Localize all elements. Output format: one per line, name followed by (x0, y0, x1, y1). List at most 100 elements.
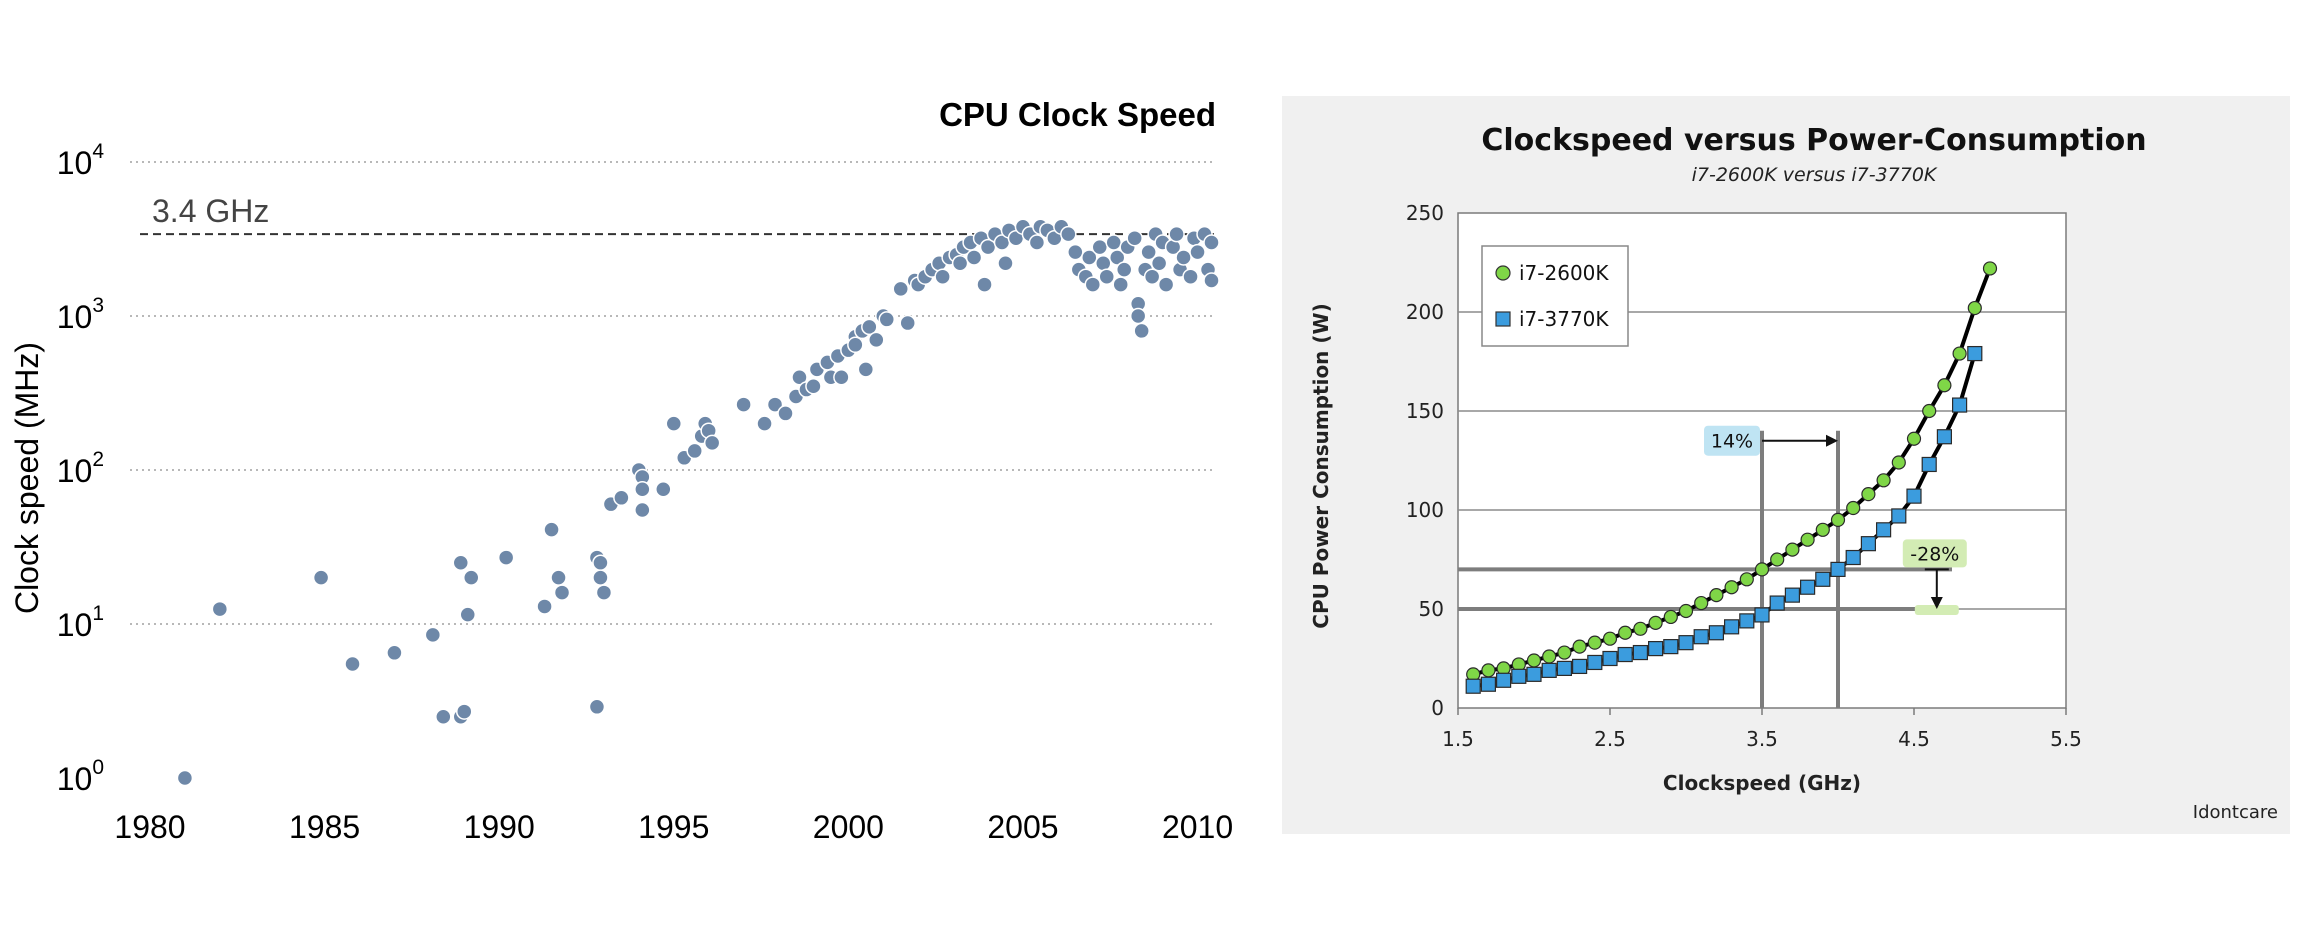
chart1-x-tick-label: 2005 (987, 809, 1058, 845)
chart1-data-point (1129, 307, 1147, 325)
chart1-data-point (1112, 276, 1129, 293)
chart2-marker-i7-2600k (1922, 403, 1937, 419)
chart2-marker-i7-3770k (1891, 508, 1907, 524)
chart2-marker-i7-2600k (1967, 300, 1982, 316)
legend-label-i7-2600k: i7-2600K (1519, 261, 1609, 285)
chart2-marker-i7-3770k (1845, 549, 1861, 566)
chart1-data-point (857, 361, 875, 378)
watermark: Idontcare (2193, 802, 2278, 823)
chart1-data-point (452, 554, 470, 571)
chart2-y-tick-label: 250 (1406, 201, 1444, 225)
chart2-marker-i7-3770k (1860, 536, 1877, 552)
chart2-marker-i7-2600k (1694, 595, 1709, 611)
chart2-marker-i7-3770k (1830, 561, 1846, 577)
chart1-data-point (1067, 243, 1084, 261)
chart1-data-point (592, 554, 609, 571)
chart2-y-tick-label: 100 (1406, 498, 1444, 522)
power-consumption-chart-panel: Clockspeed versus Power-Consumption i7-2… (1282, 96, 2290, 834)
chart1-data-point (1203, 234, 1220, 251)
chart1-y-tick-exponent: 1 (92, 602, 104, 625)
cpu-clock-speed-chart: CPU Clock Speed 3.4 GHz 100101102103104 … (9, 96, 1233, 845)
chart2-marker-i7-3770k (1632, 644, 1648, 661)
chart1-data-point (766, 396, 784, 413)
chart1-y-tick-label: 100 (57, 756, 104, 797)
chart1-data-point (344, 655, 361, 673)
chart1-data-point (665, 415, 683, 432)
chart1-data-point (899, 314, 916, 332)
chart1-data-point (634, 501, 651, 519)
chart2-marker-i7-2600k (1602, 631, 1618, 646)
legend-label-i7-3770k: i7-3770K (1519, 307, 1609, 331)
chart1-y-axis-label: Clock speed (MHz) (9, 342, 45, 614)
chart1-data-point (997, 255, 1014, 272)
chart1-data-point (1108, 249, 1126, 266)
chart2-marker-i7-3770k (1648, 640, 1664, 657)
chart1-data-point (833, 369, 850, 386)
chart1-data-point (847, 336, 864, 354)
chart2-y-axis-label: CPU Power Consumption (W) (1309, 303, 1333, 628)
chart2-marker-i7-3770k (1708, 625, 1724, 641)
chart1-data-point (386, 644, 403, 662)
chart1-data-point (1189, 243, 1206, 261)
annotation-minus28pct-badge (1902, 539, 1967, 568)
chart1-data-point (1105, 234, 1122, 251)
chart2-marker-i7-2600k (1663, 609, 1678, 625)
chart2-marker-i7-3770k (1496, 672, 1512, 688)
chart2-marker-i7-3770k (1799, 579, 1816, 595)
chart2-marker-i7-2600k (1952, 346, 1967, 361)
chart1-data-point (613, 489, 630, 507)
chart2-marker-i7-2600k (1937, 378, 1952, 393)
chart1-data-point (965, 249, 983, 266)
chart1-x-tick-label: 1985 (289, 809, 360, 845)
chart2-marker-i7-3770k (1769, 595, 1785, 611)
chart2-marker-i7-3770k (1936, 429, 1953, 445)
chart1-data-point (1095, 255, 1112, 272)
chart2-marker-i7-2600k (1678, 603, 1694, 619)
chart1-x-tick-label: 1990 (464, 809, 535, 845)
chart1-data-point (1060, 225, 1077, 243)
legend-marker-i7-2600k (1495, 265, 1511, 281)
chart1-data-point (176, 769, 194, 787)
chart2-marker-i7-2600k (1618, 625, 1633, 640)
chart1-data-point (1084, 276, 1102, 293)
chart2-marker-i7-2600k (1739, 572, 1754, 587)
chart1-data-point (791, 369, 808, 386)
chart1-data-point (1091, 238, 1109, 256)
chart2-y-tick-label: 0 (1431, 696, 1444, 720)
chart1-data-point (462, 569, 480, 586)
chart2-marker-i7-2600k (1709, 588, 1724, 603)
chart1-data-point (459, 606, 477, 623)
chart2-marker-i7-2600k (1557, 645, 1572, 660)
chart2-marker-i7-3770k (1815, 571, 1831, 587)
chart1-data-point (550, 569, 567, 586)
chart2-y-tick-labels: 0 50 100 150 200 250 (1406, 201, 1444, 720)
chart2-marker-i7-2600k (1754, 562, 1770, 577)
chart1-data-point (1203, 272, 1220, 289)
chart1-y-tick-label: 104 (57, 140, 105, 181)
chart2-marker-i7-2600k (1633, 621, 1648, 636)
chart2-marker-i7-3770k (1465, 678, 1481, 694)
chart1-data-point (756, 415, 773, 432)
chart1-data-point (703, 434, 721, 452)
chart1-data-point (634, 480, 651, 498)
chart2-marker-i7-3770k (1739, 613, 1755, 629)
chart1-data-point (497, 549, 515, 566)
chart2-x-tick-label: 5.5 (2050, 727, 2082, 751)
chart2-marker-i7-3770k (1480, 676, 1496, 692)
chart1-data-point (777, 405, 794, 422)
chart1-gridlines (130, 161, 1215, 625)
annotation-14pct-label: 14% (1711, 431, 1753, 453)
chart1-y-tick-exponent: 4 (92, 140, 104, 163)
chart2-x-tick-label: 1.5 (1442, 727, 1474, 751)
chart1-x-tick-labels: 1980 1985 1990 1995 2000 2005 2010 (114, 809, 1233, 845)
chart2-marker-i7-3770k (1754, 607, 1770, 623)
chart2-marker-i7-2600k (1815, 522, 1830, 537)
chart1-data-point (536, 598, 553, 615)
chart2-marker-i7-3770k (1906, 488, 1922, 504)
chart1-data-point (595, 584, 613, 601)
chart2-marker-i7-2600k (1906, 431, 1922, 446)
chart2-marker-i7-3770k (1572, 658, 1588, 675)
chart1-data-point (1175, 249, 1192, 266)
annotation-minus28pct-base (1914, 605, 1959, 615)
